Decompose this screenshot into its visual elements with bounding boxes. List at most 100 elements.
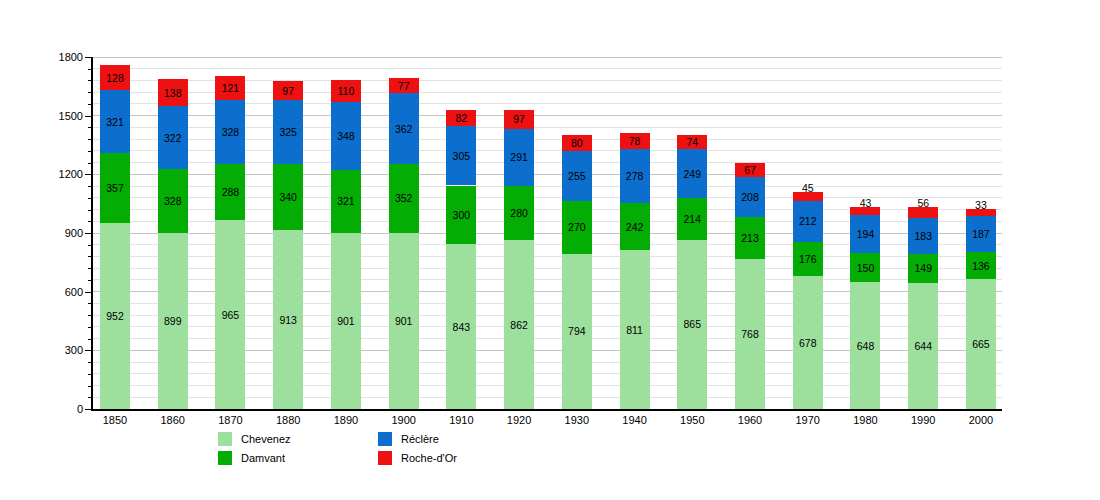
value-label: 648 xyxy=(845,340,885,352)
legend-label: Damvant xyxy=(241,451,285,465)
value-label: 149 xyxy=(903,262,943,274)
value-label: 213 xyxy=(730,232,770,244)
value-label: 138 xyxy=(153,87,193,99)
value-label: 348 xyxy=(326,130,366,142)
value-label: 242 xyxy=(615,221,655,233)
y-tick-label: 0 xyxy=(43,403,83,415)
value-label: 77 xyxy=(384,80,424,92)
x-tick-label: 1880 xyxy=(266,414,310,426)
y-tick-minor xyxy=(88,104,91,105)
legend-label: Chevenez xyxy=(241,432,291,446)
value-label: 843 xyxy=(441,321,481,333)
x-tick-label: 1960 xyxy=(728,414,772,426)
y-tick-major xyxy=(85,292,91,293)
y-tick-minor xyxy=(88,339,91,340)
legend-label: Roche-d'Or xyxy=(401,451,457,465)
plot-area: 9523573211288993283221389652883281219133… xyxy=(93,57,1002,409)
value-label: 899 xyxy=(153,315,193,327)
x-tick-label: 1850 xyxy=(93,414,137,426)
value-label: 249 xyxy=(672,168,712,180)
legend-item-damvant: Damvant xyxy=(218,451,285,465)
legend-swatch xyxy=(378,451,392,465)
legend-swatch xyxy=(378,432,392,446)
value-label: 212 xyxy=(788,215,828,227)
legend-item-chevenez: Chevenez xyxy=(218,432,291,446)
value-label: 811 xyxy=(615,324,655,336)
value-label: 82 xyxy=(441,112,481,124)
x-tick-label: 1980 xyxy=(843,414,887,426)
y-tick-minor xyxy=(88,280,91,281)
value-label: 43 xyxy=(845,197,885,209)
value-label: 128 xyxy=(95,72,135,84)
x-tick-label: 1870 xyxy=(208,414,252,426)
value-label: 183 xyxy=(903,230,943,242)
value-label: 768 xyxy=(730,328,770,340)
x-tick-label: 1900 xyxy=(382,414,426,426)
x-tick-label: 1990 xyxy=(901,414,945,426)
y-tick-minor xyxy=(88,163,91,164)
gridline-minor xyxy=(93,68,1002,69)
y-tick-minor xyxy=(88,303,91,304)
value-label: 208 xyxy=(730,191,770,203)
y-tick-major xyxy=(85,233,91,234)
y-tick-minor xyxy=(88,151,91,152)
x-tick-label: 1930 xyxy=(555,414,599,426)
y-tick-minor xyxy=(88,374,91,375)
legend-item-roche-d'or: Roche-d'Or xyxy=(378,451,457,465)
x-tick-label: 1890 xyxy=(324,414,368,426)
value-label: 288 xyxy=(210,186,250,198)
y-tick-minor xyxy=(88,268,91,269)
value-label: 325 xyxy=(268,126,308,138)
y-tick-label: 600 xyxy=(43,286,83,298)
value-label: 305 xyxy=(441,150,481,162)
gridline-major xyxy=(93,57,1002,58)
value-label: 321 xyxy=(326,195,366,207)
value-label: 322 xyxy=(153,132,193,144)
value-label: 176 xyxy=(788,253,828,265)
value-label: 110 xyxy=(326,85,366,97)
legend-label: Réclère xyxy=(401,432,439,446)
legend-item-réclère: Réclère xyxy=(378,432,439,446)
value-label: 255 xyxy=(557,170,597,182)
value-label: 901 xyxy=(384,315,424,327)
value-label: 952 xyxy=(95,310,135,322)
y-tick-minor xyxy=(88,386,91,387)
value-label: 862 xyxy=(499,319,539,331)
value-label: 278 xyxy=(615,170,655,182)
y-tick-label: 1500 xyxy=(43,110,83,122)
value-label: 328 xyxy=(210,126,250,138)
y-tick-minor xyxy=(88,362,91,363)
y-tick-major xyxy=(85,350,91,351)
value-label: 33 xyxy=(961,199,1001,211)
y-tick-major xyxy=(85,116,91,117)
value-label: 121 xyxy=(210,82,250,94)
y-tick-label: 1200 xyxy=(43,168,83,180)
value-label: 665 xyxy=(961,338,1001,350)
value-label: 357 xyxy=(95,182,135,194)
value-label: 187 xyxy=(961,228,1001,240)
y-tick-minor xyxy=(88,245,91,246)
y-tick-minor xyxy=(88,327,91,328)
legend-swatch xyxy=(218,432,232,446)
value-label: 45 xyxy=(788,182,828,194)
x-tick-label: 1940 xyxy=(613,414,657,426)
value-label: 321 xyxy=(95,116,135,128)
value-label: 136 xyxy=(961,260,1001,272)
y-tick-minor xyxy=(88,139,91,140)
y-tick-minor xyxy=(88,221,91,222)
y-tick-minor xyxy=(88,186,91,187)
y-tick-minor xyxy=(88,256,91,257)
x-tick-label: 1950 xyxy=(670,414,714,426)
value-label: 97 xyxy=(268,85,308,97)
y-tick-major xyxy=(85,174,91,175)
value-label: 74 xyxy=(672,136,712,148)
x-axis-line xyxy=(91,409,1002,411)
value-label: 78 xyxy=(615,135,655,147)
y-axis-line xyxy=(91,57,93,411)
y-tick-label: 300 xyxy=(43,344,83,356)
value-label: 270 xyxy=(557,221,597,233)
y-tick-label: 1800 xyxy=(43,51,83,63)
y-tick-minor xyxy=(88,315,91,316)
value-label: 901 xyxy=(326,315,366,327)
y-tick-major xyxy=(85,57,91,58)
